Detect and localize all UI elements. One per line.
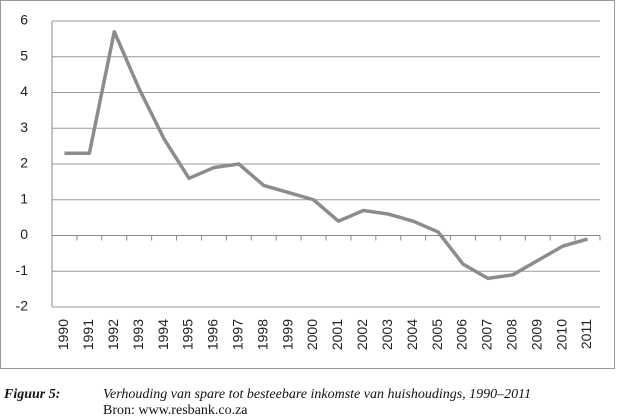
x-tick-label: 1996 bbox=[205, 319, 221, 350]
x-tick-label: 1994 bbox=[155, 319, 171, 350]
y-tick-label: -1 bbox=[16, 262, 29, 278]
x-tick-label: 2011 bbox=[578, 319, 594, 349]
caption-label: Figuur 5: bbox=[3, 387, 60, 402]
x-tick-label: 1995 bbox=[180, 319, 196, 350]
x-tick-label: 2000 bbox=[304, 319, 320, 350]
x-tick-label: 2010 bbox=[553, 319, 569, 350]
x-tick-label: 1993 bbox=[130, 319, 146, 350]
x-tick-label: 2009 bbox=[528, 319, 544, 350]
x-tick-label: 1997 bbox=[230, 319, 246, 350]
x-tick-label: 1992 bbox=[105, 319, 121, 350]
data-line bbox=[64, 29, 589, 281]
x-tick-label: 2007 bbox=[479, 319, 495, 350]
x-tick-label: 2001 bbox=[329, 319, 345, 350]
y-tick-label: 0 bbox=[20, 226, 28, 242]
x-tick-label: 1991 bbox=[80, 319, 96, 350]
caption-source: Bron: www.resbank.co.za bbox=[103, 403, 248, 418]
x-tick-label: 1990 bbox=[55, 319, 71, 350]
y-tick-label: 4 bbox=[20, 83, 28, 99]
x-tick-label: 2008 bbox=[504, 319, 520, 350]
x-tick-label: 2002 bbox=[354, 319, 370, 350]
x-tick-label: 2004 bbox=[404, 319, 420, 350]
y-tick-label: 5 bbox=[20, 47, 28, 63]
chart-frame bbox=[0, 0, 615, 369]
y-tick-label: 6 bbox=[20, 12, 28, 28]
x-tick-label: 1999 bbox=[279, 319, 295, 350]
x-tick-label: 2005 bbox=[429, 319, 445, 350]
x-tick-label: 2003 bbox=[379, 319, 395, 350]
y-tick-label: -2 bbox=[16, 298, 29, 314]
x-tick-label: 2006 bbox=[454, 319, 470, 350]
y-tick-label: 3 bbox=[20, 119, 28, 135]
caption-text: Verhouding van spare tot besteebare inko… bbox=[103, 387, 531, 402]
y-tick-label: 2 bbox=[20, 155, 28, 171]
y-tick-label: 1 bbox=[20, 190, 28, 206]
x-tick-label: 1998 bbox=[254, 319, 270, 350]
